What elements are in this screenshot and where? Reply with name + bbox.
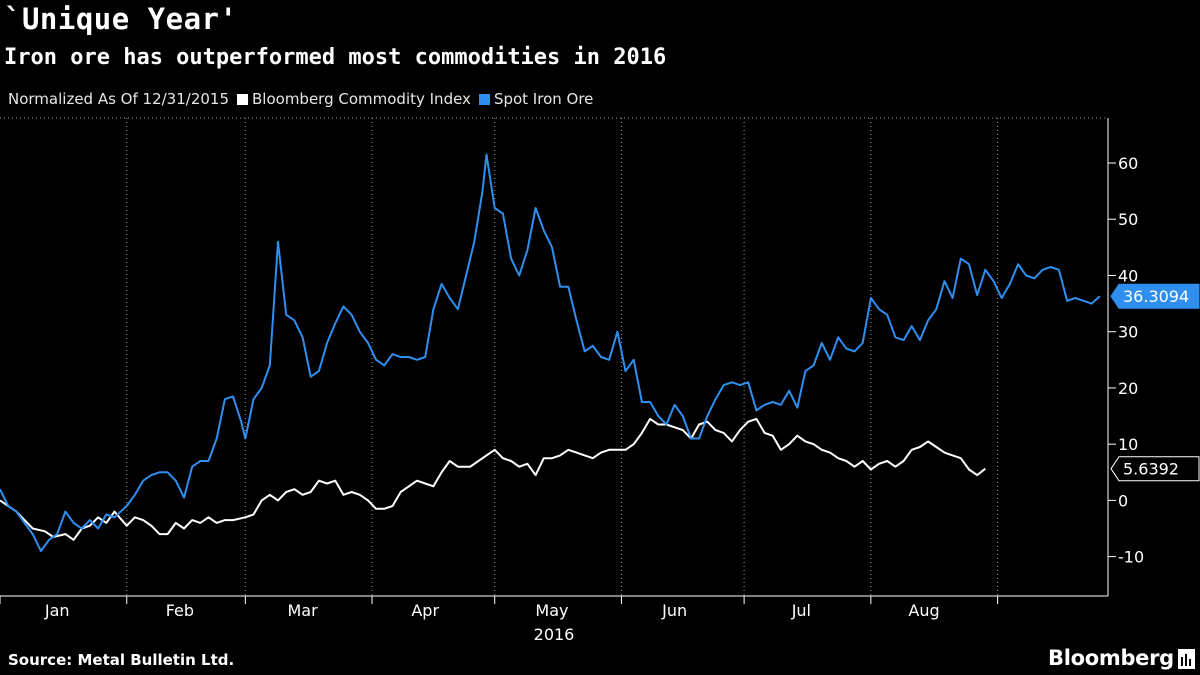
x-tick-label: Aug bbox=[908, 601, 939, 620]
y-tick-label: 40 bbox=[1118, 266, 1138, 285]
x-tick-label: Feb bbox=[166, 601, 194, 620]
last-value-tag bbox=[1110, 456, 1200, 482]
legend-swatch-iron-ore bbox=[478, 93, 490, 105]
last-value-label-commodity-index: 5.6392 bbox=[1123, 460, 1179, 479]
series-line-iron-ore bbox=[0, 153, 1101, 552]
legend: Normalized As Of 12/31/2015 Bloomberg Co… bbox=[8, 90, 593, 108]
y-tick-label: 10 bbox=[1118, 435, 1138, 454]
y-tick-label: 50 bbox=[1118, 210, 1138, 229]
legend-label-commodity-index: Bloomberg Commodity Index bbox=[252, 90, 471, 108]
brand-logo-text: Bloomberg bbox=[1048, 646, 1174, 670]
y-tick-label: 20 bbox=[1118, 379, 1138, 398]
y-tick-label: -10 bbox=[1118, 548, 1144, 567]
chart-subtitle: Iron ore has outperformed most commoditi… bbox=[4, 45, 667, 70]
x-axis-year-label: 2016 bbox=[534, 625, 575, 644]
last-value-label-iron-ore: 36.3094 bbox=[1123, 287, 1189, 306]
y-tick-label: 0 bbox=[1118, 491, 1128, 510]
x-tick-label: Jul bbox=[791, 601, 811, 620]
chart-title: `Unique Year' bbox=[4, 2, 238, 36]
x-tick-label: May bbox=[535, 601, 568, 620]
last-value-tag bbox=[1110, 283, 1200, 309]
x-tick-label: Jan bbox=[44, 601, 70, 620]
series-line-commodity-index bbox=[0, 417, 986, 541]
x-tick-label: Apr bbox=[411, 601, 439, 620]
x-tick-label: Mar bbox=[287, 601, 318, 620]
y-tick-label: 30 bbox=[1118, 323, 1138, 342]
source-note: Source: Metal Bulletin Ltd. bbox=[8, 651, 235, 669]
legend-label-iron-ore: Spot Iron Ore bbox=[493, 90, 594, 108]
bloomberg-logo-icon bbox=[1178, 649, 1195, 669]
legend-note: Normalized As Of 12/31/2015 bbox=[8, 90, 229, 108]
x-tick-label: Jun bbox=[661, 601, 687, 620]
y-tick-label: 60 bbox=[1118, 154, 1138, 173]
legend-swatch-commodity-index bbox=[237, 93, 248, 105]
